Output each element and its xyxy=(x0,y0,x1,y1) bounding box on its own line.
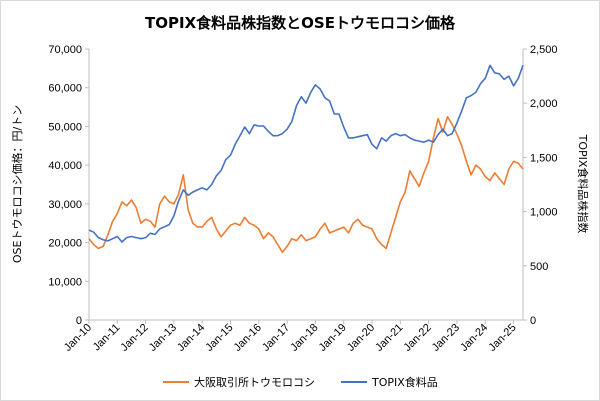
x-tick-label: Jan-14 xyxy=(175,322,207,354)
x-tick-label: Jan-12 xyxy=(118,322,150,354)
x-tick-label: Jan-21 xyxy=(373,322,405,354)
legend: 大阪取引所トウモロコシ TOPIX食料品 xyxy=(163,375,438,389)
legend-label-2: TOPIX食料品 xyxy=(371,375,438,389)
chart-title: TOPIX食料品株指数とOSEトウモロコシ価格 xyxy=(145,14,456,32)
x-tick-label: Jan-25 xyxy=(486,322,518,354)
x-tick-label: Jan-20 xyxy=(345,322,377,354)
y-right-tick-label: 500 xyxy=(530,261,548,273)
y-axis-right-title: TOPIX食料品株指数 xyxy=(576,134,590,234)
x-tick-label: Jan-18 xyxy=(288,322,320,354)
x-tick-label: Jan-19 xyxy=(317,322,349,354)
y-right-tick-label: 1,500 xyxy=(530,152,558,164)
y-left-tick-label: 20,000 xyxy=(48,238,82,250)
x-tick-label: Jan-22 xyxy=(402,322,434,354)
x-tick-label: Jan-24 xyxy=(458,322,490,354)
series-line-2 xyxy=(88,64,524,243)
legend-label-1: 大阪取引所トウモロコシ xyxy=(194,375,315,389)
plot-area: 0 10,000 20,000 30,000 40,000 50,000 60,000 70,… xyxy=(48,44,557,354)
x-tick-label: Jan-23 xyxy=(430,322,462,354)
series-line-1 xyxy=(88,116,524,254)
x-tick-label: Jan-17 xyxy=(260,322,292,354)
y-right-tick-label: 2,000 xyxy=(530,98,558,110)
y-left-tick-label: 70,000 xyxy=(48,44,82,56)
y-left-tick-label: 0 xyxy=(76,315,82,327)
y-right-tick-label: 1,000 xyxy=(530,207,558,219)
x-tick-label: Jan-13 xyxy=(147,322,179,354)
y-right-tick-label: 0 xyxy=(530,315,536,327)
y-left-tick-label: 50,000 xyxy=(48,121,82,133)
x-tick-label: Jan-16 xyxy=(232,322,264,354)
y-left-tick-label: 60,000 xyxy=(48,83,82,95)
x-tick-label: Jan-15 xyxy=(203,322,235,354)
y-left-tick-label: 10,000 xyxy=(48,276,82,288)
y-axis-left-title: OSEトウモロコシ価格：円/トン xyxy=(10,105,24,263)
x-tick-label: Jan-11 xyxy=(91,322,123,354)
y-left-tick-label: 40,000 xyxy=(48,160,82,172)
y-left-tick-label: 30,000 xyxy=(48,199,82,211)
y-right-tick-label: 2,500 xyxy=(530,44,558,56)
